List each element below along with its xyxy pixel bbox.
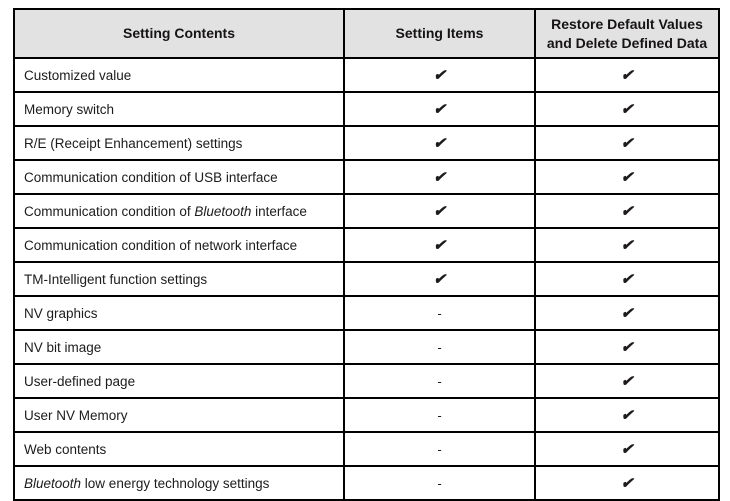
check-mark: ✔ xyxy=(620,339,634,356)
restore-defaults-cell: ✔ xyxy=(534,57,720,93)
setting-content-label: Web contents xyxy=(24,441,107,457)
setting-content-cell: Bluetooth low energy technology settings xyxy=(13,465,345,501)
setting-content-cell: Communication condition of Bluetooth int… xyxy=(13,193,345,229)
setting-items-cell: ✔ xyxy=(343,91,536,127)
check-mark: ✔ xyxy=(620,441,634,458)
table-row: Communication condition of Bluetooth int… xyxy=(13,193,720,229)
restore-defaults-cell: ✔ xyxy=(534,193,720,229)
table-row: Bluetooth low energy technology settings… xyxy=(13,465,720,501)
check-mark: ✔ xyxy=(620,407,634,424)
setting-items-cell: - xyxy=(343,363,536,399)
setting-items-cell: ✔ xyxy=(343,57,536,93)
setting-items-cell: ✔ xyxy=(343,193,536,229)
restore-defaults-cell: ✔ xyxy=(534,329,720,365)
setting-items-cell: - xyxy=(343,397,536,433)
setting-content-cell: Communication condition of USB interface xyxy=(13,159,345,195)
column-header-restore-defaults: Restore Default Values and Delete Define… xyxy=(534,8,720,59)
setting-content-label: NV graphics xyxy=(24,305,98,321)
setting-content-label: Customized value xyxy=(24,67,132,83)
table-row: Communication condition of network inter… xyxy=(13,227,720,263)
column-header-setting-items: Setting Items xyxy=(343,8,536,59)
setting-content-label: Communication condition of network inter… xyxy=(24,237,298,253)
table-row: R/E (Receipt Enhancement) settings ✔ ✔ xyxy=(13,125,720,161)
setting-items-cell: - xyxy=(343,431,536,467)
setting-content-label: User-defined page xyxy=(24,373,136,389)
setting-content-cell: TM-Intelligent function settings xyxy=(13,261,345,297)
setting-items-cell: ✔ xyxy=(343,159,536,195)
settings-table: Setting Contents Setting Items Restore D… xyxy=(13,8,720,501)
check-mark: ✔ xyxy=(433,169,446,186)
dash-mark: - xyxy=(437,373,442,389)
check-mark: ✔ xyxy=(433,135,446,152)
table-row: User NV Memory - ✔ xyxy=(13,397,720,433)
restore-defaults-cell: ✔ xyxy=(534,363,720,399)
check-mark: ✔ xyxy=(620,271,634,288)
restore-defaults-cell: ✔ xyxy=(534,431,720,467)
setting-content-cell: User NV Memory xyxy=(13,397,345,433)
setting-content-label: Communication condition of USB interface xyxy=(24,169,278,185)
settings-table-container: Setting Contents Setting Items Restore D… xyxy=(13,8,720,501)
check-mark: ✔ xyxy=(433,67,446,84)
setting-items-cell: - xyxy=(343,465,536,501)
restore-defaults-cell: ✔ xyxy=(534,397,720,433)
restore-defaults-cell: ✔ xyxy=(534,125,720,161)
setting-content-cell: User-defined page xyxy=(13,363,345,399)
dash-mark: - xyxy=(437,305,442,321)
restore-defaults-cell: ✔ xyxy=(534,261,720,297)
setting-content-label: TM-Intelligent function settings xyxy=(24,271,208,287)
table-row: Web contents - ✔ xyxy=(13,431,720,467)
setting-content-cell: Communication condition of network inter… xyxy=(13,227,345,263)
restore-defaults-cell: ✔ xyxy=(534,91,720,127)
check-mark: ✔ xyxy=(620,67,634,84)
setting-content-cell: Memory switch xyxy=(13,91,345,127)
check-mark: ✔ xyxy=(620,101,634,118)
restore-defaults-cell: ✔ xyxy=(534,295,720,331)
setting-items-cell: ✔ xyxy=(343,125,536,161)
table-row: User-defined page - ✔ xyxy=(13,363,720,399)
table-row: TM-Intelligent function settings ✔ ✔ xyxy=(13,261,720,297)
setting-content-label: Memory switch xyxy=(24,101,115,117)
check-mark: ✔ xyxy=(620,373,634,390)
check-mark: ✔ xyxy=(433,271,446,288)
header-row: Setting Contents Setting Items Restore D… xyxy=(13,8,720,59)
check-mark: ✔ xyxy=(433,101,446,118)
restore-defaults-cell: ✔ xyxy=(534,159,720,195)
setting-content-cell: NV graphics xyxy=(13,295,345,331)
setting-items-cell: ✔ xyxy=(343,227,536,263)
column-header-setting-contents: Setting Contents xyxy=(13,8,345,59)
setting-content-label: Bluetooth low energy technology settings xyxy=(24,475,270,491)
setting-content-label: Communication condition of Bluetooth int… xyxy=(24,203,307,219)
check-mark: ✔ xyxy=(433,237,446,254)
check-mark: ✔ xyxy=(620,475,634,492)
setting-content-cell: Customized value xyxy=(13,57,345,93)
check-mark: ✔ xyxy=(433,203,446,220)
check-mark: ✔ xyxy=(620,203,634,220)
dash-mark: - xyxy=(437,407,442,423)
table-row: NV bit image - ✔ xyxy=(13,329,720,365)
dash-mark: - xyxy=(437,441,442,457)
setting-content-cell: NV bit image xyxy=(13,329,345,365)
setting-content-label: NV bit image xyxy=(24,339,102,355)
check-mark: ✔ xyxy=(620,237,634,254)
table-row: Memory switch ✔ ✔ xyxy=(13,91,720,127)
table-row: Communication condition of USB interface… xyxy=(13,159,720,195)
dash-mark: - xyxy=(437,475,442,491)
table-row: Customized value ✔ ✔ xyxy=(13,57,720,93)
check-mark: ✔ xyxy=(620,169,634,186)
setting-content-label: User NV Memory xyxy=(24,407,128,423)
table-row: NV graphics - ✔ xyxy=(13,295,720,331)
setting-items-cell: - xyxy=(343,329,536,365)
setting-items-cell: - xyxy=(343,295,536,331)
restore-defaults-cell: ✔ xyxy=(534,465,720,501)
dash-mark: - xyxy=(437,339,442,355)
setting-items-cell: ✔ xyxy=(343,261,536,297)
check-mark: ✔ xyxy=(620,305,634,322)
setting-content-label: R/E (Receipt Enhancement) settings xyxy=(24,135,243,151)
restore-defaults-cell: ✔ xyxy=(534,227,720,263)
setting-content-cell: R/E (Receipt Enhancement) settings xyxy=(13,125,345,161)
setting-content-cell: Web contents xyxy=(13,431,345,467)
check-mark: ✔ xyxy=(620,135,634,152)
